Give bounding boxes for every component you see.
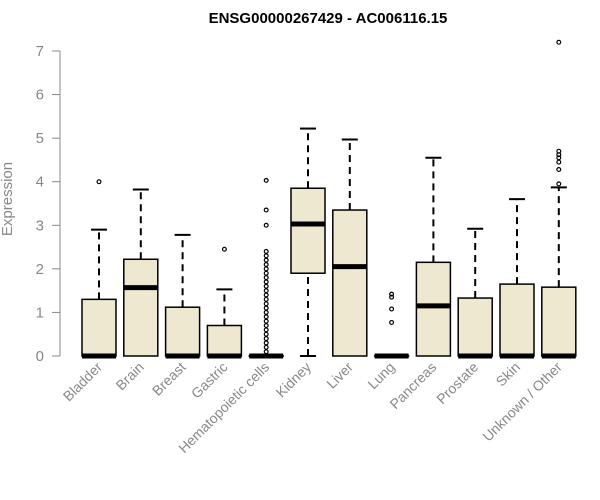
outlier-point [263,253,269,259]
y-axis-label: Expression [0,162,16,236]
boxes [81,39,577,359]
box-body [164,306,201,357]
outlier-point [263,340,269,346]
box-prostate [457,227,493,359]
box-liver [332,138,368,357]
outlier-point [556,39,562,45]
outlier-point [263,301,269,307]
outlier-point [263,248,269,254]
y-tick-label: 1 [36,304,44,321]
box-body [457,297,493,357]
x-tick-label: Liver [323,359,356,392]
x-tick-label: Kidney [273,359,315,401]
outlier-point [263,222,269,228]
outlier-point [263,318,269,324]
outlier-point [263,349,269,355]
box-body [290,187,326,274]
outlier-point [263,292,269,298]
outlier-point [263,296,269,302]
box-body [332,209,368,357]
box-breast [164,233,201,359]
box-unknown-other [541,39,577,359]
box-body [81,298,117,357]
outlier-point [96,179,102,185]
outlier-point [263,314,269,320]
box-brain [123,188,159,357]
box-pancreas [415,156,452,357]
outlier-point [263,309,269,315]
outlier-point [263,270,269,276]
outlier-point [556,159,562,165]
x-tick-label: Breast [149,359,189,399]
box-lung [373,291,410,359]
chart-title: ENSG00000267429 - AC006116.15 [209,10,448,27]
outlier-point [263,275,269,281]
outlier-point [556,181,562,187]
outlier-point [263,266,269,272]
y-tick-label: 2 [36,261,44,278]
outlier-point [389,294,395,300]
box-body [415,261,452,357]
outlier-point [263,283,269,289]
box-body [541,286,577,357]
outlier-point [556,148,562,154]
outlier-point [221,246,227,252]
outlier-point [389,306,395,312]
y-tick-label: 7 [36,43,44,60]
outlier-point [263,279,269,285]
outlier-point [263,336,269,342]
outlier-point [263,207,269,213]
box-body [206,324,243,357]
y-ticks: 0 1 2 3 4 5 6 7 [36,43,60,365]
y-tick-label: 5 [36,130,44,147]
outlier-point [263,177,269,183]
outlier-point [263,327,269,333]
box-body [499,283,535,357]
y-tick-label: 3 [36,217,44,234]
outlier-point [263,331,269,337]
x-tick-label: Bladder [60,359,106,405]
x-tick-label: Brain [112,359,146,393]
outlier-point [389,319,395,325]
y-tick-label: 0 [36,348,44,365]
box-hematopoietic-cells [248,177,284,359]
x-tick-label: Prostate [433,359,481,407]
box-kidney [290,127,326,357]
outlier-point [556,155,562,161]
outlier-point [263,288,269,294]
x-tick-label: Lung [364,359,397,392]
y-tick-label: 4 [36,174,44,191]
outlier-point [389,291,395,297]
outlier-point [263,344,269,350]
x-tick-label: Unknown / Other [479,359,565,445]
y-tick-label: 6 [36,87,44,104]
outlier-point [263,262,269,268]
box-bladder [81,179,117,359]
box-gastric [206,246,243,359]
outlier-point [263,323,269,329]
x-tick-label: Skin [493,359,524,390]
outlier-point [263,257,269,263]
outlier-point [556,167,562,173]
outlier-point [263,305,269,311]
box-body [123,258,159,357]
box-skin [499,198,535,359]
